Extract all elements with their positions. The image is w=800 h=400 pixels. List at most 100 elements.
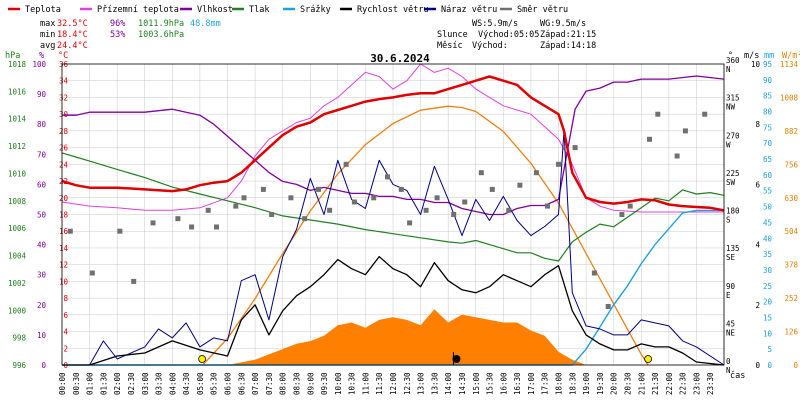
wm2-tick-label: 630 xyxy=(784,194,798,203)
mm-tick-label: 15 xyxy=(763,313,772,322)
wind-direction-point xyxy=(702,111,708,117)
mm-tick-label: 45 xyxy=(763,218,772,227)
moon-label: Měsíc xyxy=(437,41,463,51)
pct-tick-label: 90 xyxy=(37,90,47,99)
mm-tick-label: 65 xyxy=(763,155,772,164)
mm-tick-label: 95 xyxy=(763,60,772,69)
legend-label-2: Vlhkost xyxy=(197,5,233,15)
wind-direction-point xyxy=(205,207,211,213)
wm2-tick-label: 0 xyxy=(793,361,798,370)
wind-direction-point xyxy=(682,128,688,134)
wind-direction-point xyxy=(478,170,484,176)
pct-tick-label: 20 xyxy=(37,301,47,310)
wind-direction-point xyxy=(327,207,333,213)
wm2-tick-label: 756 xyxy=(784,160,798,169)
time-tick-label: 04:30 xyxy=(182,372,191,395)
wind-direction-point xyxy=(398,186,404,192)
dir-tick-label: W xyxy=(726,140,731,149)
time-tick-label: 01:30 xyxy=(99,372,108,395)
hpa-tick-label: 1018 xyxy=(8,60,27,69)
dir-tick-deg: 0 xyxy=(726,357,731,366)
pct-tick-label: 40 xyxy=(37,241,47,250)
pct-tick-label: 80 xyxy=(37,120,47,129)
time-tick-label: 12:00 xyxy=(389,372,398,395)
time-tick-label: 21:30 xyxy=(651,372,660,395)
time-tick-label: 22:30 xyxy=(679,372,688,395)
series-humidity-line xyxy=(62,75,725,216)
stat-avg-label: avg xyxy=(40,41,55,51)
degc-tick-label: 26 xyxy=(59,144,69,153)
wind-direction-point xyxy=(233,203,239,209)
time-tick-label: 03:30 xyxy=(155,372,164,395)
wind-direction-point xyxy=(647,136,652,142)
time-tick-label: 23:00 xyxy=(692,372,701,395)
time-tick-label: 18:30 xyxy=(568,372,577,395)
sun-label: Slunce xyxy=(437,30,468,40)
dir-tick-label: NE xyxy=(726,328,736,337)
time-tick-label: 13:00 xyxy=(417,372,426,395)
series-layer xyxy=(61,63,725,366)
time-tick-label: 15:00 xyxy=(472,372,481,395)
legend-label-1: Přízemní teplota xyxy=(97,5,179,15)
wind-direction-point xyxy=(343,161,349,167)
degc-tick-label: 12 xyxy=(59,261,68,270)
stat-max-rain: 48.8mm xyxy=(190,19,221,29)
mm-tick-label: 60 xyxy=(763,171,773,180)
time-tick-label: 09:30 xyxy=(320,372,329,395)
time-tick-label: 05:30 xyxy=(210,372,219,395)
hpa-tick-label: 1002 xyxy=(8,279,26,288)
pct-tick-label: 0 xyxy=(41,361,46,370)
mm-tick-label: 25 xyxy=(763,282,772,291)
legend: Teplota Přízemní teplota Vlhkost Tlak Srážky… xyxy=(8,5,568,15)
ms-tick-label: 2 xyxy=(755,301,760,310)
legend-label-5: Rychlost větru xyxy=(357,5,429,15)
hpa-tick-label: 1000 xyxy=(8,306,27,315)
mm-tick-label: 30 xyxy=(763,266,773,275)
legend-label-0: Teplota xyxy=(25,5,61,15)
wind-direction-point xyxy=(351,199,357,205)
time-tick-label: 08:30 xyxy=(292,372,301,395)
wind-gust-info: WG:9.5m/s xyxy=(540,19,586,29)
mm-tick-label: 90 xyxy=(763,76,773,85)
wind-direction-point xyxy=(117,228,123,234)
legend-label-6: Náraz větru xyxy=(441,5,497,15)
mm-tick-label: 55 xyxy=(763,187,772,196)
wind-direction-point xyxy=(316,186,321,192)
wind-direction-point xyxy=(89,270,95,276)
time-tick-label: 21:00 xyxy=(637,372,646,395)
wind-direction-point xyxy=(533,170,539,176)
wind-direction-point xyxy=(131,278,137,284)
time-tick-label: 13:30 xyxy=(430,372,439,395)
hpa-unit-label: hPa xyxy=(5,51,20,61)
wind-direction-point xyxy=(288,195,294,201)
sunrise-marker xyxy=(198,355,207,363)
time-tick-label: 10:30 xyxy=(348,372,357,395)
dir-tick-deg: 225 xyxy=(726,169,740,178)
chart-date-title: 30.6.2024 xyxy=(370,52,430,65)
wind-direction-point xyxy=(260,186,266,192)
series-wind-speed-line xyxy=(62,255,725,366)
wind-direction-point xyxy=(371,195,377,201)
dir-tick-label: S xyxy=(726,216,731,225)
time-tick-label: 20:30 xyxy=(623,372,632,395)
degc-tick-label: 10 xyxy=(59,277,69,286)
degc-tick-label: 24 xyxy=(59,160,69,169)
mm-tick-label: 80 xyxy=(763,108,773,117)
hpa-tick-label: 1016 xyxy=(8,87,27,96)
time-tick-label: 15:30 xyxy=(486,372,495,395)
legend-label-3: Tlak xyxy=(249,5,269,15)
hpa-tick-label: 996 xyxy=(12,361,26,370)
moonset-info: Západ:14:18 xyxy=(540,41,596,51)
wind-direction-point xyxy=(619,212,625,217)
stat-max-press: 1011.9hPa xyxy=(138,19,184,29)
series-solar-area xyxy=(62,309,724,365)
time-tick-label: 17:30 xyxy=(541,372,550,395)
moonrise-info: Východ: xyxy=(472,41,508,51)
time-tick-label: 04:00 xyxy=(168,372,177,395)
mm-tick-label: 5 xyxy=(767,345,772,354)
dir-tick-deg: 90 xyxy=(726,282,736,291)
time-tick-label: 00:30 xyxy=(72,372,81,395)
hpa-tick-label: 1010 xyxy=(8,169,27,178)
dir-tick-label: SE xyxy=(726,253,736,262)
hpa-tick-label: 1008 xyxy=(8,197,27,206)
